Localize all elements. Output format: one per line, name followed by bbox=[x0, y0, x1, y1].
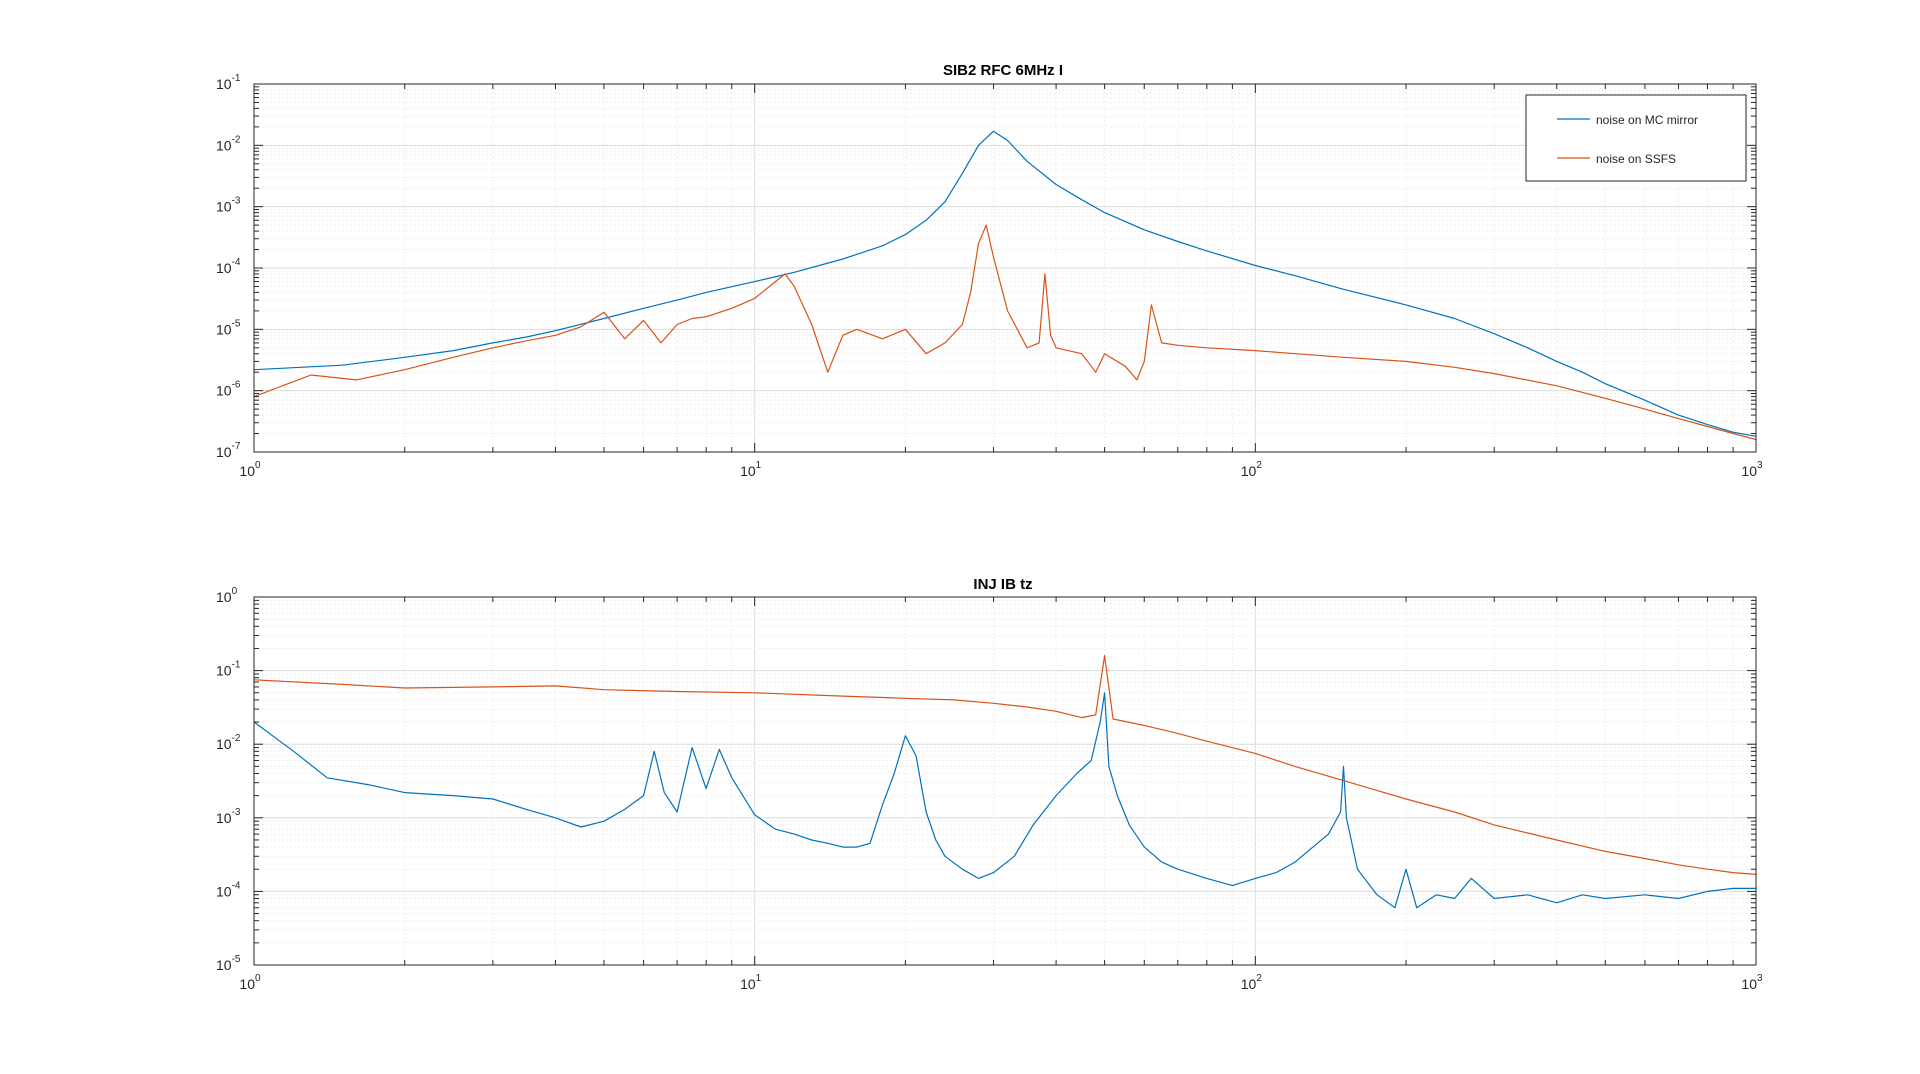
axes-bottom: INJ IB tz 100 101 102 10310-510-410-310-210… bbox=[216, 576, 1763, 992]
series-line-orange bbox=[253, 654, 1757, 875]
y-tick-exponent: -5 bbox=[232, 954, 241, 965]
x-tick-exponent: 0 bbox=[255, 460, 261, 471]
y-tick-exponent: -6 bbox=[232, 380, 241, 391]
x-tick-exponent: 2 bbox=[1256, 460, 1262, 471]
tick-marks bbox=[253, 84, 1756, 453]
x-tick-exponent: 0 bbox=[255, 973, 261, 984]
legend-box bbox=[1525, 94, 1747, 182]
series-line-orange bbox=[253, 224, 1757, 441]
legend-label-mc-mirror: noise on MC mirror bbox=[1596, 113, 1698, 127]
x-tick-exponent: 3 bbox=[1757, 973, 1763, 984]
x-tick-label: 103 bbox=[1741, 973, 1763, 992]
y-tick-label: 10-4 bbox=[216, 257, 241, 276]
y-tick-label: 100 bbox=[216, 586, 238, 605]
y-tick-exponent: 0 bbox=[232, 586, 238, 597]
x-tick-exponent: 1 bbox=[756, 460, 762, 471]
x-tick-label: 100 bbox=[239, 973, 261, 992]
y-tick-label: 10-1 bbox=[216, 73, 241, 92]
y-tick-label: 10-3 bbox=[216, 807, 241, 826]
y-tick-exponent: -3 bbox=[232, 196, 241, 207]
x-tick-exponent: 3 bbox=[1757, 460, 1763, 471]
y-tick-label: 10-7 bbox=[216, 441, 241, 460]
y-tick-label: 10-3 bbox=[216, 196, 241, 215]
series-line-blue bbox=[253, 692, 1756, 909]
y-tick-exponent: -1 bbox=[232, 73, 241, 84]
y-tick-exponent: -4 bbox=[232, 880, 241, 891]
y-tick-label: 10-5 bbox=[216, 954, 241, 973]
axes-box bbox=[253, 596, 1757, 966]
x-tick-label: 102 bbox=[1241, 973, 1263, 992]
y-tick-label: 10-4 bbox=[216, 880, 241, 899]
x-tick-label: 100 bbox=[239, 460, 261, 479]
y-tick-label: 10-6 bbox=[216, 380, 241, 399]
x-tick-label: 101 bbox=[740, 973, 762, 992]
y-tick-exponent: -4 bbox=[232, 257, 241, 268]
tick-marks bbox=[253, 597, 1756, 966]
series-line-blue bbox=[253, 130, 1757, 437]
x-tick-label: 101 bbox=[740, 460, 762, 479]
y-tick-label: 10-2 bbox=[216, 134, 241, 153]
x-tick-label: 102 bbox=[1241, 460, 1263, 479]
y-tick-label: 10-2 bbox=[216, 733, 241, 752]
x-tick-label: 103 bbox=[1741, 460, 1763, 479]
y-tick-exponent: -7 bbox=[232, 441, 241, 452]
legend: noise on MC mirror noise on SSFS bbox=[1525, 94, 1747, 182]
top-chart-title: SIB2 RFC 6MHz I bbox=[943, 62, 1063, 79]
y-tick-exponent: -2 bbox=[232, 134, 241, 145]
x-tick-exponent: 1 bbox=[756, 973, 762, 984]
legend-label-ssfs: noise on SSFS bbox=[1596, 152, 1676, 166]
x-tick-exponent: 2 bbox=[1256, 973, 1262, 984]
bottom-chart-title: INJ IB tz bbox=[973, 576, 1032, 593]
grid bbox=[254, 597, 1756, 965]
y-tick-exponent: -3 bbox=[232, 807, 241, 818]
y-tick-exponent: -2 bbox=[232, 733, 241, 744]
y-tick-label: 10-1 bbox=[216, 660, 241, 679]
y-tick-exponent: -1 bbox=[232, 660, 241, 671]
y-tick-exponent: -5 bbox=[232, 318, 241, 329]
y-tick-label: 10-5 bbox=[216, 318, 241, 337]
